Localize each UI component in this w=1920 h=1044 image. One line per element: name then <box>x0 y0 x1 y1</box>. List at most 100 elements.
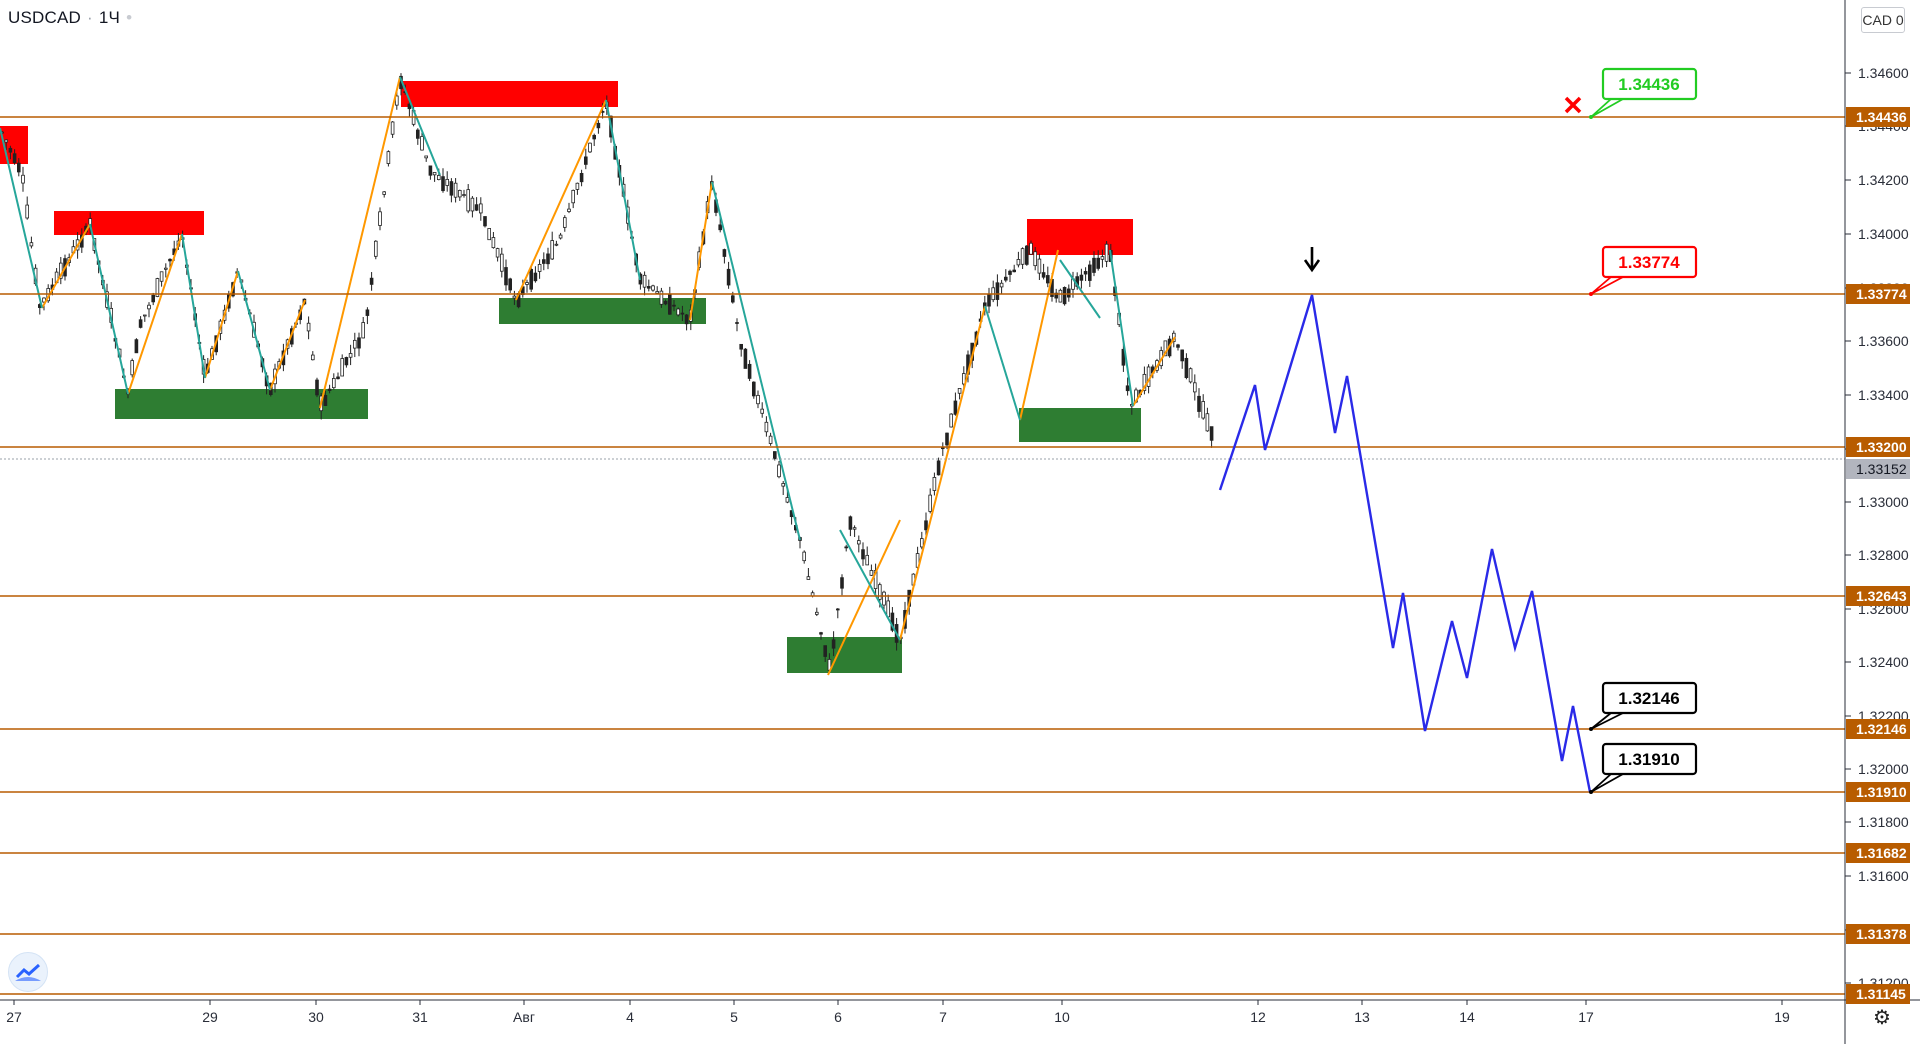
zigzag-down-0 <box>0 127 43 309</box>
price-callout-1.32146[interactable]: 1.32146 <box>1589 681 1698 731</box>
forecast-path[interactable] <box>1218 294 1592 793</box>
zigzag-up-7 <box>827 519 901 676</box>
price-callout-1.31910[interactable]: 1.31910 <box>1589 742 1698 794</box>
time-tick-label: 10 <box>1054 1009 1070 1025</box>
chart-title[interactable]: USDCAD · 1Ч • <box>8 8 133 27</box>
zigzag-up-2 <box>204 270 239 379</box>
price-tick-label: 1.31600 <box>1858 868 1909 884</box>
zigzag-up-1 <box>127 233 183 395</box>
zigzag-down-10 <box>1109 249 1134 407</box>
time-tick-label: 12 <box>1250 1009 1266 1025</box>
level-price-label: 1.32146 <box>1856 721 1907 737</box>
level-price-label: 1.31682 <box>1856 845 1907 861</box>
price-tick-label: 1.33600 <box>1858 333 1909 349</box>
time-tick-label: Авг <box>513 1009 535 1025</box>
zigzag-down-2 <box>181 233 206 379</box>
cross-icon <box>1564 96 1582 114</box>
zigzag-up-4 <box>319 76 401 409</box>
supply-zone-1 <box>54 211 204 235</box>
time-tick-label: 30 <box>308 1009 324 1025</box>
level-price-label: 1.32643 <box>1856 588 1907 604</box>
level-price-tag <box>1846 843 1910 863</box>
level-price-tag <box>1846 719 1910 739</box>
time-tick-label: 13 <box>1354 1009 1370 1025</box>
callout-text: 1.33774 <box>1618 253 1680 272</box>
time-tick-label: 31 <box>412 1009 428 1025</box>
levels-layer <box>0 116 1845 995</box>
level-price-tag <box>1846 984 1910 1004</box>
callouts-layer: 1.34436 1.33774 1.32146 1.31910 <box>1589 67 1698 794</box>
zigzag-down-9 <box>1059 259 1101 319</box>
time-tick-label: 7 <box>939 1009 947 1025</box>
time-tick-label: 5 <box>730 1009 738 1025</box>
demand-zone-0 <box>115 389 368 419</box>
timeframe-label[interactable]: 1Ч <box>98 8 121 27</box>
symbol-label[interactable]: USDCAD <box>8 8 81 27</box>
demand-zone-1 <box>499 298 706 324</box>
level-price-label: 1.33774 <box>1856 286 1907 302</box>
price-tick-label: 1.34200 <box>1858 172 1909 188</box>
current-price-label: 1.33152 <box>1856 461 1907 477</box>
chart-background <box>0 0 1845 1000</box>
time-tick-label: 6 <box>834 1009 842 1025</box>
zigzag-up-10 <box>1132 336 1176 407</box>
price-tick-label: 1.31800 <box>1858 814 1909 830</box>
price-tick-label: 1.32800 <box>1858 547 1909 563</box>
price-tick-label: 1.32000 <box>1858 761 1909 777</box>
zigzag-up-3 <box>269 299 306 391</box>
level-price-tag <box>1846 586 1910 606</box>
callout-text: 1.32146 <box>1618 689 1679 708</box>
zigzag-down-1 <box>89 223 129 395</box>
supply-zone-3 <box>1027 219 1133 255</box>
level-price-label: 1.31378 <box>1856 926 1907 942</box>
price-callout-1.33774[interactable]: 1.33774 <box>1589 245 1698 296</box>
forecast-layer <box>1218 294 1592 793</box>
zigzag-down-6 <box>711 181 801 541</box>
level-price-label: 1.31145 <box>1856 986 1906 1002</box>
time-tick-label: 17 <box>1578 1009 1594 1025</box>
zigzag-down-7 <box>839 529 901 641</box>
zigzag-down-8 <box>984 305 1021 421</box>
time-tick-label: 29 <box>202 1009 218 1025</box>
zigzag-up-6 <box>689 181 713 321</box>
level-price-label: 1.34436 <box>1856 109 1907 125</box>
callout-text: 1.31910 <box>1618 750 1679 769</box>
markers-layer <box>1303 96 1582 273</box>
callout-text: 1.34436 <box>1618 75 1679 94</box>
settings-gear-icon[interactable]: ⚙ <box>1873 1007 1891 1029</box>
arrow-down-icon <box>1303 247 1321 273</box>
level-price-label: 1.31910 <box>1856 784 1907 800</box>
status-dot-icon: • <box>126 8 133 27</box>
time-tick-label: 4 <box>626 1009 634 1025</box>
tradingview-logo-icon[interactable] <box>8 952 48 992</box>
level-price-tag <box>1846 924 1910 944</box>
zigzag-up-9 <box>1019 249 1059 421</box>
time-tick-label: 27 <box>6 1009 22 1025</box>
level-price-tag <box>1846 284 1910 304</box>
price-tick-label: 1.33000 <box>1858 494 1909 510</box>
time-tick-label: 14 <box>1459 1009 1475 1025</box>
level-price-tag <box>1846 437 1910 457</box>
price-tick-label: 1.34000 <box>1858 226 1909 242</box>
level-price-label: 1.33200 <box>1856 439 1907 455</box>
price-tick-label: 1.34600 <box>1858 65 1909 81</box>
supply-zone-2 <box>401 81 618 107</box>
zigzag-down-3 <box>237 270 271 391</box>
level-price-tag <box>1846 107 1910 127</box>
price-tick-label: 1.33400 <box>1858 387 1909 403</box>
level-price-tag <box>1846 782 1910 802</box>
price-tick-label: 1.32400 <box>1858 654 1909 670</box>
zigzag-up-8 <box>899 305 986 641</box>
zigzag-down-4 <box>399 76 441 176</box>
current-price-tag <box>1846 459 1910 479</box>
zigzag-up-5 <box>515 99 607 301</box>
demand-zone-2 <box>1019 408 1141 442</box>
price-callout-1.34436[interactable]: 1.34436 <box>1589 67 1698 119</box>
zigzag-layer <box>0 76 1176 676</box>
demand-zone-3 <box>787 637 902 673</box>
zigzag-down-5 <box>605 99 641 281</box>
time-tick-label: 19 <box>1774 1009 1790 1025</box>
currency-button[interactable]: CAD 0 <box>1861 7 1905 33</box>
